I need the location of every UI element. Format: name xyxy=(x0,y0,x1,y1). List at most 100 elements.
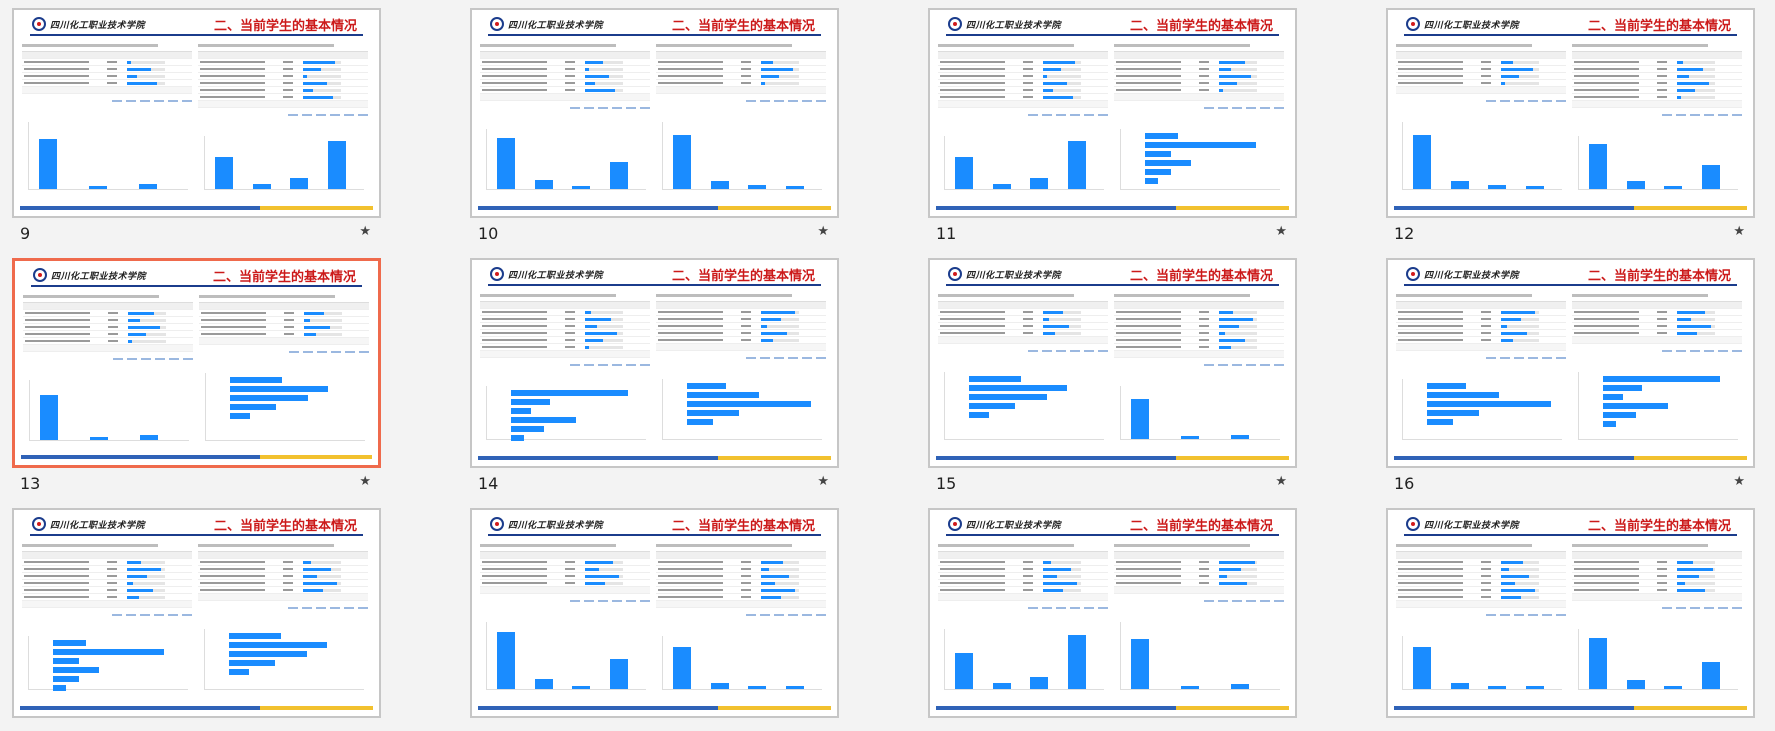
percent-bar xyxy=(761,596,799,599)
footer-color-bar xyxy=(1394,206,1747,210)
chart-bar xyxy=(1488,685,1506,689)
table-row xyxy=(23,338,193,345)
star-icon[interactable]: ★ xyxy=(1733,224,1745,239)
chart-bar xyxy=(1145,151,1171,157)
table-total-row xyxy=(1114,351,1284,358)
table-row xyxy=(1572,580,1742,587)
question-text xyxy=(938,294,1074,297)
right-chart-panel xyxy=(656,544,826,704)
slide-thumbnail[interactable]: 四川化工职业技术学院 二、当前学生的基本情况 xyxy=(470,508,839,718)
slide-thumbnail[interactable]: 四川化工职业技术学院 二、当前学生的基本情况 xyxy=(12,8,381,218)
table-total-row xyxy=(199,338,369,345)
table-row xyxy=(480,580,650,587)
chart-bar xyxy=(1589,143,1607,189)
option-label xyxy=(482,325,547,327)
legend-item xyxy=(1514,614,1524,616)
percent-bar xyxy=(1677,89,1715,92)
chart-bar xyxy=(1427,419,1453,425)
star-icon[interactable]: ★ xyxy=(1275,474,1287,489)
slide-thumbnail[interactable]: 四川化工职业技术学院 二、当前学生的基本情况 xyxy=(1386,508,1755,718)
slide-thumbnail[interactable]: 四川化工职业技术学院 二、当前学生的基本情况 xyxy=(12,508,381,718)
slide-thumbnail[interactable]: 四川化工职业技术学院 二、当前学生的基本情况 xyxy=(12,258,381,468)
chart-bar xyxy=(1525,686,1544,689)
percent-bar-fill xyxy=(304,333,316,336)
legend-item xyxy=(1028,607,1038,609)
percent-bar xyxy=(761,568,799,571)
option-label xyxy=(1574,89,1639,91)
table-header-row xyxy=(1114,552,1284,559)
count-value xyxy=(283,68,294,70)
percent-bar-fill xyxy=(761,561,783,564)
star-icon[interactable]: ★ xyxy=(359,224,371,239)
star-icon[interactable]: ★ xyxy=(359,474,371,489)
title-underline xyxy=(946,284,1279,286)
option-label xyxy=(658,582,723,584)
percent-bar xyxy=(303,561,341,564)
slide-thumbnail[interactable]: 四川化工职业技术学院 二、当前学生的基本情况 xyxy=(928,508,1297,718)
table-header-row xyxy=(1572,52,1742,59)
count-value xyxy=(283,589,294,591)
percent-bar-fill xyxy=(303,61,335,64)
chart-bar xyxy=(969,412,989,418)
star-icon[interactable]: ★ xyxy=(1733,474,1745,489)
percent-bar-fill xyxy=(1501,596,1521,599)
slide-thumbnail[interactable]: 四川化工职业技术学院 二、当前学生的基本情况 xyxy=(928,8,1297,218)
chart-type-legend xyxy=(199,348,369,356)
legend-item xyxy=(1070,114,1080,116)
percent-bar xyxy=(303,575,341,578)
percent-bar-fill xyxy=(585,575,619,578)
footer-bar-blue xyxy=(936,456,1177,460)
percent-bar-fill xyxy=(1501,339,1513,342)
star-icon[interactable]: ★ xyxy=(1275,224,1287,239)
logo-text: 四川化工职业技术学院 xyxy=(50,520,146,531)
stats-table xyxy=(938,551,1108,601)
title-underline xyxy=(1404,34,1737,36)
count-value xyxy=(1023,311,1034,313)
slide-thumbnail[interactable]: 四川化工职业技术学院 二、当前学生的基本情况 xyxy=(1386,258,1755,468)
slide-thumbnail[interactable]: 四川化工职业技术学院 二、当前学生的基本情况 xyxy=(470,8,839,218)
slide-title: 二、当前学生的基本情况 xyxy=(213,19,357,34)
percent-bar-fill xyxy=(1501,311,1535,314)
slide-thumbnail[interactable]: 四川化工职业技术学院 二、当前学生的基本情况 xyxy=(470,258,839,468)
table-row xyxy=(656,587,826,594)
star-icon[interactable]: ★ xyxy=(817,224,829,239)
count-value xyxy=(741,339,752,341)
chart-bar xyxy=(1413,135,1431,189)
option-label xyxy=(482,89,547,91)
percent-bar xyxy=(1677,311,1715,314)
chart-bar xyxy=(969,385,1067,391)
option-label xyxy=(24,561,89,563)
count-value xyxy=(1199,339,1210,341)
table-row xyxy=(480,573,650,580)
percent-bar xyxy=(303,89,341,92)
table-row xyxy=(1114,66,1284,73)
chart-bar xyxy=(511,435,524,441)
percent-bar xyxy=(1043,68,1081,71)
table-row xyxy=(199,317,369,324)
percent-bar-fill xyxy=(127,596,139,599)
percent-bar-fill xyxy=(761,325,767,328)
chart-bar xyxy=(1131,638,1149,689)
slide-thumbnail[interactable]: 四川化工职业技术学院 二、当前学生的基本情况 xyxy=(928,258,1297,468)
legend-item xyxy=(1042,350,1052,352)
percent-bar xyxy=(127,75,165,78)
count-value xyxy=(1481,311,1492,313)
percent-bar xyxy=(761,561,799,564)
legend-item xyxy=(1232,600,1242,602)
star-icon[interactable]: ★ xyxy=(817,474,829,489)
legend-item xyxy=(788,614,798,616)
option-label xyxy=(658,82,723,84)
table-row xyxy=(938,316,1108,323)
slide-thumbnail[interactable]: 四川化工职业技术学院 二、当前学生的基本情况 xyxy=(1386,8,1755,218)
title-underline xyxy=(1404,284,1737,286)
legend-item xyxy=(154,614,164,616)
stats-table xyxy=(199,302,369,345)
option-label xyxy=(1574,61,1639,63)
count-value xyxy=(565,89,576,91)
chart-plot-area xyxy=(204,629,364,690)
legend-item xyxy=(1070,350,1080,352)
option-label xyxy=(200,575,265,577)
logo-text: 四川化工职业技术学院 xyxy=(966,20,1062,31)
legend-item xyxy=(598,600,608,602)
